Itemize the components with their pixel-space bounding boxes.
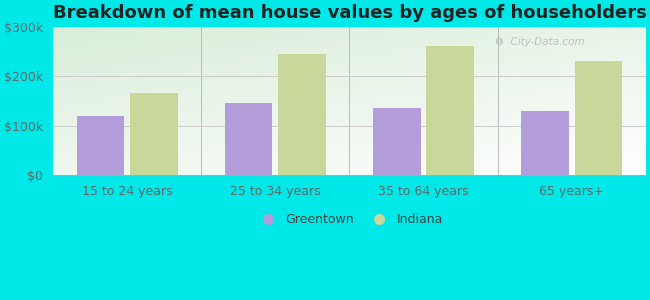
- Bar: [426, 46, 474, 175]
- Bar: [225, 103, 272, 175]
- Title: Breakdown of mean house values by ages of householders: Breakdown of mean house values by ages o…: [53, 4, 646, 22]
- Bar: [130, 93, 177, 175]
- Bar: [278, 54, 326, 175]
- Legend: Greentown, Indiana: Greentown, Indiana: [251, 208, 448, 231]
- Text: ❶: ❶: [495, 37, 503, 47]
- Bar: [521, 111, 569, 175]
- Text: City-Data.com: City-Data.com: [504, 37, 584, 47]
- Bar: [575, 61, 622, 175]
- Bar: [373, 108, 421, 175]
- Bar: [77, 116, 124, 175]
